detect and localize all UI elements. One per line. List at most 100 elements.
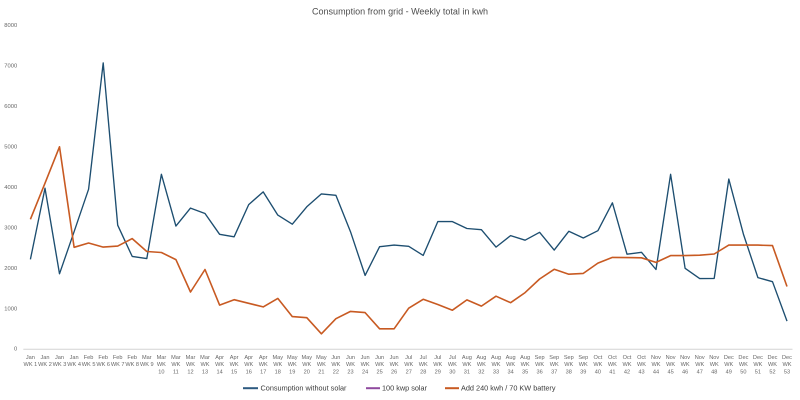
svg-text:41: 41 [609, 370, 615, 376]
svg-text:WK: WK [753, 362, 762, 368]
svg-text:Jun: Jun [361, 355, 370, 361]
svg-text:100 kwp solar: 100 kwp solar [382, 384, 428, 393]
svg-text:WK: WK [361, 362, 370, 368]
svg-text:WK 1: WK 1 [24, 362, 38, 368]
svg-text:WK: WK [302, 362, 311, 368]
svg-text:6000: 6000 [4, 104, 17, 110]
svg-text:WK: WK [317, 362, 326, 368]
svg-text:Jul: Jul [434, 355, 441, 361]
svg-text:23: 23 [347, 370, 353, 376]
svg-text:39: 39 [580, 370, 586, 376]
svg-text:WK: WK [550, 362, 559, 368]
svg-text:WK: WK [710, 362, 719, 368]
svg-text:Jan: Jan [40, 355, 49, 361]
svg-text:Dec: Dec [753, 355, 763, 361]
svg-text:Consumption from grid - Weekly: Consumption from grid - Weekly total in … [312, 7, 488, 17]
svg-text:45: 45 [667, 370, 673, 376]
svg-text:53: 53 [784, 370, 790, 376]
svg-text:Dec: Dec [782, 355, 792, 361]
svg-text:21: 21 [318, 370, 324, 376]
svg-text:WK 3: WK 3 [53, 362, 67, 368]
svg-text:WK: WK [579, 362, 588, 368]
svg-text:May: May [316, 355, 327, 361]
svg-text:WK: WK [477, 362, 486, 368]
svg-text:Nov: Nov [666, 355, 676, 361]
svg-text:17: 17 [260, 370, 266, 376]
svg-text:12: 12 [187, 370, 193, 376]
svg-text:28: 28 [420, 370, 426, 376]
svg-text:Add 240 kwh / 70 KW battery: Add 240 kwh / 70 KW battery [461, 384, 556, 393]
svg-text:WK: WK [782, 362, 791, 368]
svg-text:WK: WK [346, 362, 355, 368]
svg-text:13: 13 [202, 370, 208, 376]
svg-text:Aug: Aug [506, 355, 516, 361]
svg-text:Sep: Sep [578, 355, 588, 361]
svg-text:40: 40 [595, 370, 601, 376]
svg-text:Oct: Oct [594, 355, 603, 361]
svg-text:Apr: Apr [215, 355, 224, 361]
svg-text:Dec: Dec [768, 355, 778, 361]
svg-text:26: 26 [391, 370, 397, 376]
svg-text:WK 2: WK 2 [38, 362, 52, 368]
svg-text:15: 15 [231, 370, 237, 376]
svg-text:33: 33 [493, 370, 499, 376]
svg-text:WK: WK [506, 362, 515, 368]
svg-text:Sep: Sep [564, 355, 574, 361]
svg-text:WK 7: WK 7 [111, 362, 125, 368]
svg-text:2000: 2000 [4, 266, 17, 272]
svg-text:WK: WK [171, 362, 180, 368]
svg-text:WK: WK [593, 362, 602, 368]
svg-text:Oct: Oct [623, 355, 632, 361]
svg-text:WK: WK [724, 362, 733, 368]
svg-text:Dec: Dec [724, 355, 734, 361]
svg-text:Apr: Apr [244, 355, 253, 361]
svg-text:16: 16 [246, 370, 252, 376]
svg-text:27: 27 [406, 370, 412, 376]
svg-text:36: 36 [536, 370, 542, 376]
svg-text:Jan: Jan [26, 355, 35, 361]
svg-text:Feb: Feb [127, 355, 137, 361]
svg-text:WK 5: WK 5 [82, 362, 96, 368]
svg-text:Jul: Jul [420, 355, 427, 361]
svg-text:WK 9: WK 9 [140, 362, 154, 368]
svg-text:Aug: Aug [462, 355, 472, 361]
svg-text:Jun: Jun [331, 355, 340, 361]
svg-text:48: 48 [711, 370, 717, 376]
svg-text:38: 38 [566, 370, 572, 376]
svg-text:WK: WK [666, 362, 675, 368]
svg-text:WK: WK [462, 362, 471, 368]
svg-text:32: 32 [478, 370, 484, 376]
svg-text:Consumption without solar: Consumption without solar [261, 384, 348, 393]
svg-text:Mar: Mar [200, 355, 210, 361]
svg-text:44: 44 [653, 370, 659, 376]
svg-text:Sep: Sep [535, 355, 545, 361]
svg-text:Oct: Oct [608, 355, 617, 361]
svg-text:5000: 5000 [4, 145, 17, 151]
svg-text:WK: WK [273, 362, 282, 368]
svg-text:49: 49 [726, 370, 732, 376]
svg-text:43: 43 [638, 370, 644, 376]
svg-text:Aug: Aug [491, 355, 501, 361]
svg-text:Nov: Nov [651, 355, 661, 361]
svg-text:Apr: Apr [230, 355, 239, 361]
svg-text:May: May [287, 355, 298, 361]
svg-text:May: May [302, 355, 313, 361]
svg-text:WK: WK [564, 362, 573, 368]
svg-text:10: 10 [158, 370, 164, 376]
svg-text:Aug: Aug [520, 355, 530, 361]
svg-text:24: 24 [362, 370, 368, 376]
svg-text:WK: WK [681, 362, 690, 368]
svg-text:WK: WK [651, 362, 660, 368]
svg-text:WK: WK [244, 362, 253, 368]
svg-text:Oct: Oct [637, 355, 646, 361]
svg-text:Jul: Jul [405, 355, 412, 361]
svg-text:Jun: Jun [390, 355, 399, 361]
svg-text:29: 29 [435, 370, 441, 376]
svg-text:WK: WK [637, 362, 646, 368]
svg-text:Sep: Sep [549, 355, 559, 361]
svg-text:WK: WK [186, 362, 195, 368]
svg-text:Jun: Jun [346, 355, 355, 361]
svg-text:31: 31 [464, 370, 470, 376]
svg-text:Jun: Jun [375, 355, 384, 361]
svg-text:19: 19 [289, 370, 295, 376]
